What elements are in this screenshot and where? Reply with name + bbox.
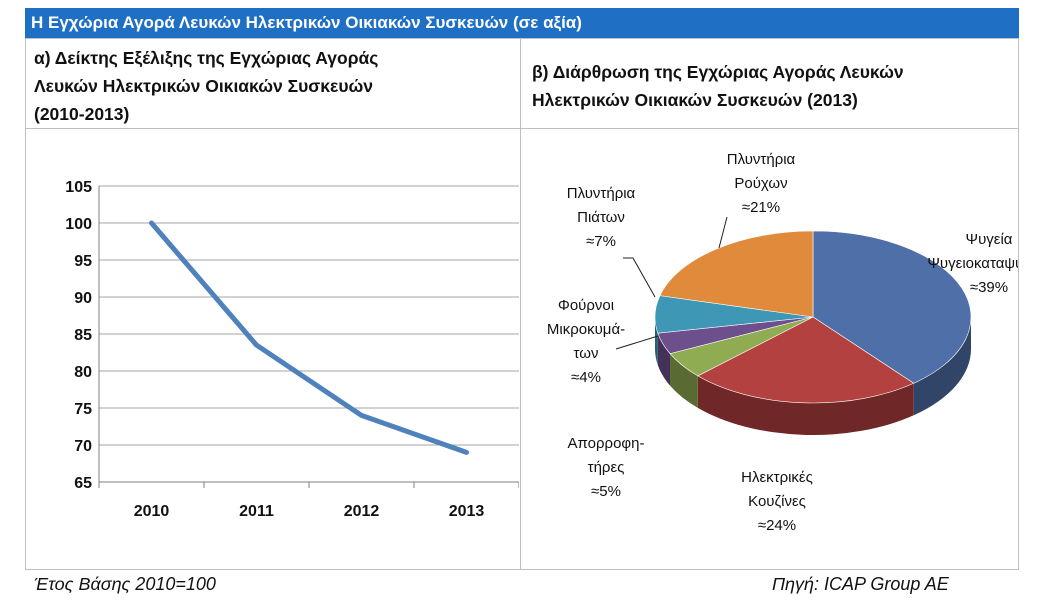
heading-line: Λευκών Ηλεκτρικών Οικιακών Συσκευών (34, 76, 374, 96)
pie-label-line: ≈39% (970, 279, 1008, 296)
pie-label-line: Απορροφη- (568, 435, 645, 452)
pie-slice-side (670, 353, 698, 408)
y-tick-label: 75 (74, 401, 92, 418)
y-tick-label: 85 (74, 327, 92, 344)
data-point (361, 414, 362, 416)
y-tick-label: 65 (74, 475, 92, 492)
x-tick-label: 2010 (134, 503, 170, 520)
pie-slice (659, 230, 814, 318)
pie-label-line: ≈4% (571, 369, 601, 386)
pie-slice (697, 316, 915, 404)
pie-label-line: Μικροκυμά- (547, 321, 625, 338)
pie-label: Απορροφη-τήρες ≈5% (568, 435, 645, 500)
heading-line: α) Δείκτης Εξέλιξης της Εγχώριας Αγοράς (34, 48, 379, 68)
pie-label-line: ≈7% (586, 233, 616, 250)
pie-label-line: ≈21% (742, 199, 780, 216)
line-chart: 105 100 95 90 85 80 75 70 65 2010 2011 2012 2013 (65, 179, 519, 520)
pie-label-line: Ρούχων (734, 175, 787, 192)
data-point (466, 451, 467, 453)
heading-line: Ηλεκτρικών Οικιακών Συσκευών (2013) (532, 90, 858, 110)
base-year-note: Έτος Βάσης 2010=100 (34, 574, 216, 594)
pie-label: Ηλεκτρικές Κουζίνες ≈24% (741, 469, 813, 534)
pie-label-line: Πλυντήρια (727, 151, 796, 168)
pie-label-line: τήρες (588, 459, 625, 476)
x-tick-label: 2012 (344, 503, 380, 520)
pie-label-line: Ψυγειοκαταψύκτες (927, 255, 1018, 272)
pie-label-line: Κουζίνες (748, 493, 806, 510)
pie-label-line: Πιάτων (577, 209, 625, 226)
y-tick-label: 105 (65, 179, 92, 196)
chart-frame (25, 38, 1019, 570)
heading-line: β) Διάρθρωση της Εγχώριας Αγοράς Λευκών (532, 62, 904, 82)
source-note: Πηγή: ICAP Group AE (772, 574, 949, 594)
leader-line (623, 257, 656, 298)
pie-label-line: Ηλεκτρικές (741, 469, 813, 486)
line-chart-heading: α) Δείκτης Εξέλιξης της Εγχώριας Αγοράς … (34, 44, 504, 128)
pie-label: Πλυντήρια Πιάτων ≈7% (567, 185, 636, 250)
y-tick-label: 80 (74, 364, 92, 381)
leader-line (615, 335, 659, 350)
y-tick-label: 100 (65, 216, 92, 233)
pie-label-line: Φούρνοι (558, 297, 614, 314)
pie-label-line: των (574, 345, 599, 362)
series-line (149, 220, 469, 455)
x-tick-label: 2011 (239, 503, 274, 520)
data-point (151, 222, 152, 224)
leader-line (718, 216, 728, 249)
pie-label: Ψυγεία Ψυγειοκαταψύκτες ≈39% (927, 231, 1018, 296)
pie-chart-heading: β) Διάρθρωση της Εγχώριας Αγοράς Λευκών … (532, 58, 1002, 114)
y-tick-label: 70 (74, 438, 92, 455)
panel-divider-vertical (520, 38, 521, 570)
chart-title-bar: Η Εγχώρια Αγορά Λευκών Ηλεκτρικών Οικιακ… (25, 8, 1019, 38)
pie-label-line: ≈24% (758, 517, 796, 534)
pie-slice-side (697, 375, 914, 435)
y-tick-label: 95 (74, 253, 92, 270)
pie-label-line: ≈5% (591, 483, 621, 500)
pie-label-line: Πλυντήρια (567, 185, 636, 202)
pie-slice-side (657, 333, 671, 386)
pie-slice-side (913, 317, 971, 416)
pie-label: Πλυντήρια Ρούχων ≈21% (727, 151, 796, 216)
pie-label: Φούρνοι Μικροκυμά-των ≈4% (547, 297, 625, 386)
pie-label-line: Ψυγεία (966, 231, 1013, 248)
pie-chart: Ψυγεία Ψυγειοκαταψύκτες ≈39% Ηλεκτρικές Κουζ… (547, 151, 1018, 534)
data-point (256, 344, 257, 346)
y-tick-label: 90 (74, 290, 92, 307)
x-tick-label: 2013 (449, 503, 485, 520)
panel-divider-horizontal (25, 128, 1019, 129)
heading-line: (2010-2013) (34, 104, 130, 124)
pie-slice-side (655, 317, 658, 366)
pie-slice (812, 230, 972, 384)
